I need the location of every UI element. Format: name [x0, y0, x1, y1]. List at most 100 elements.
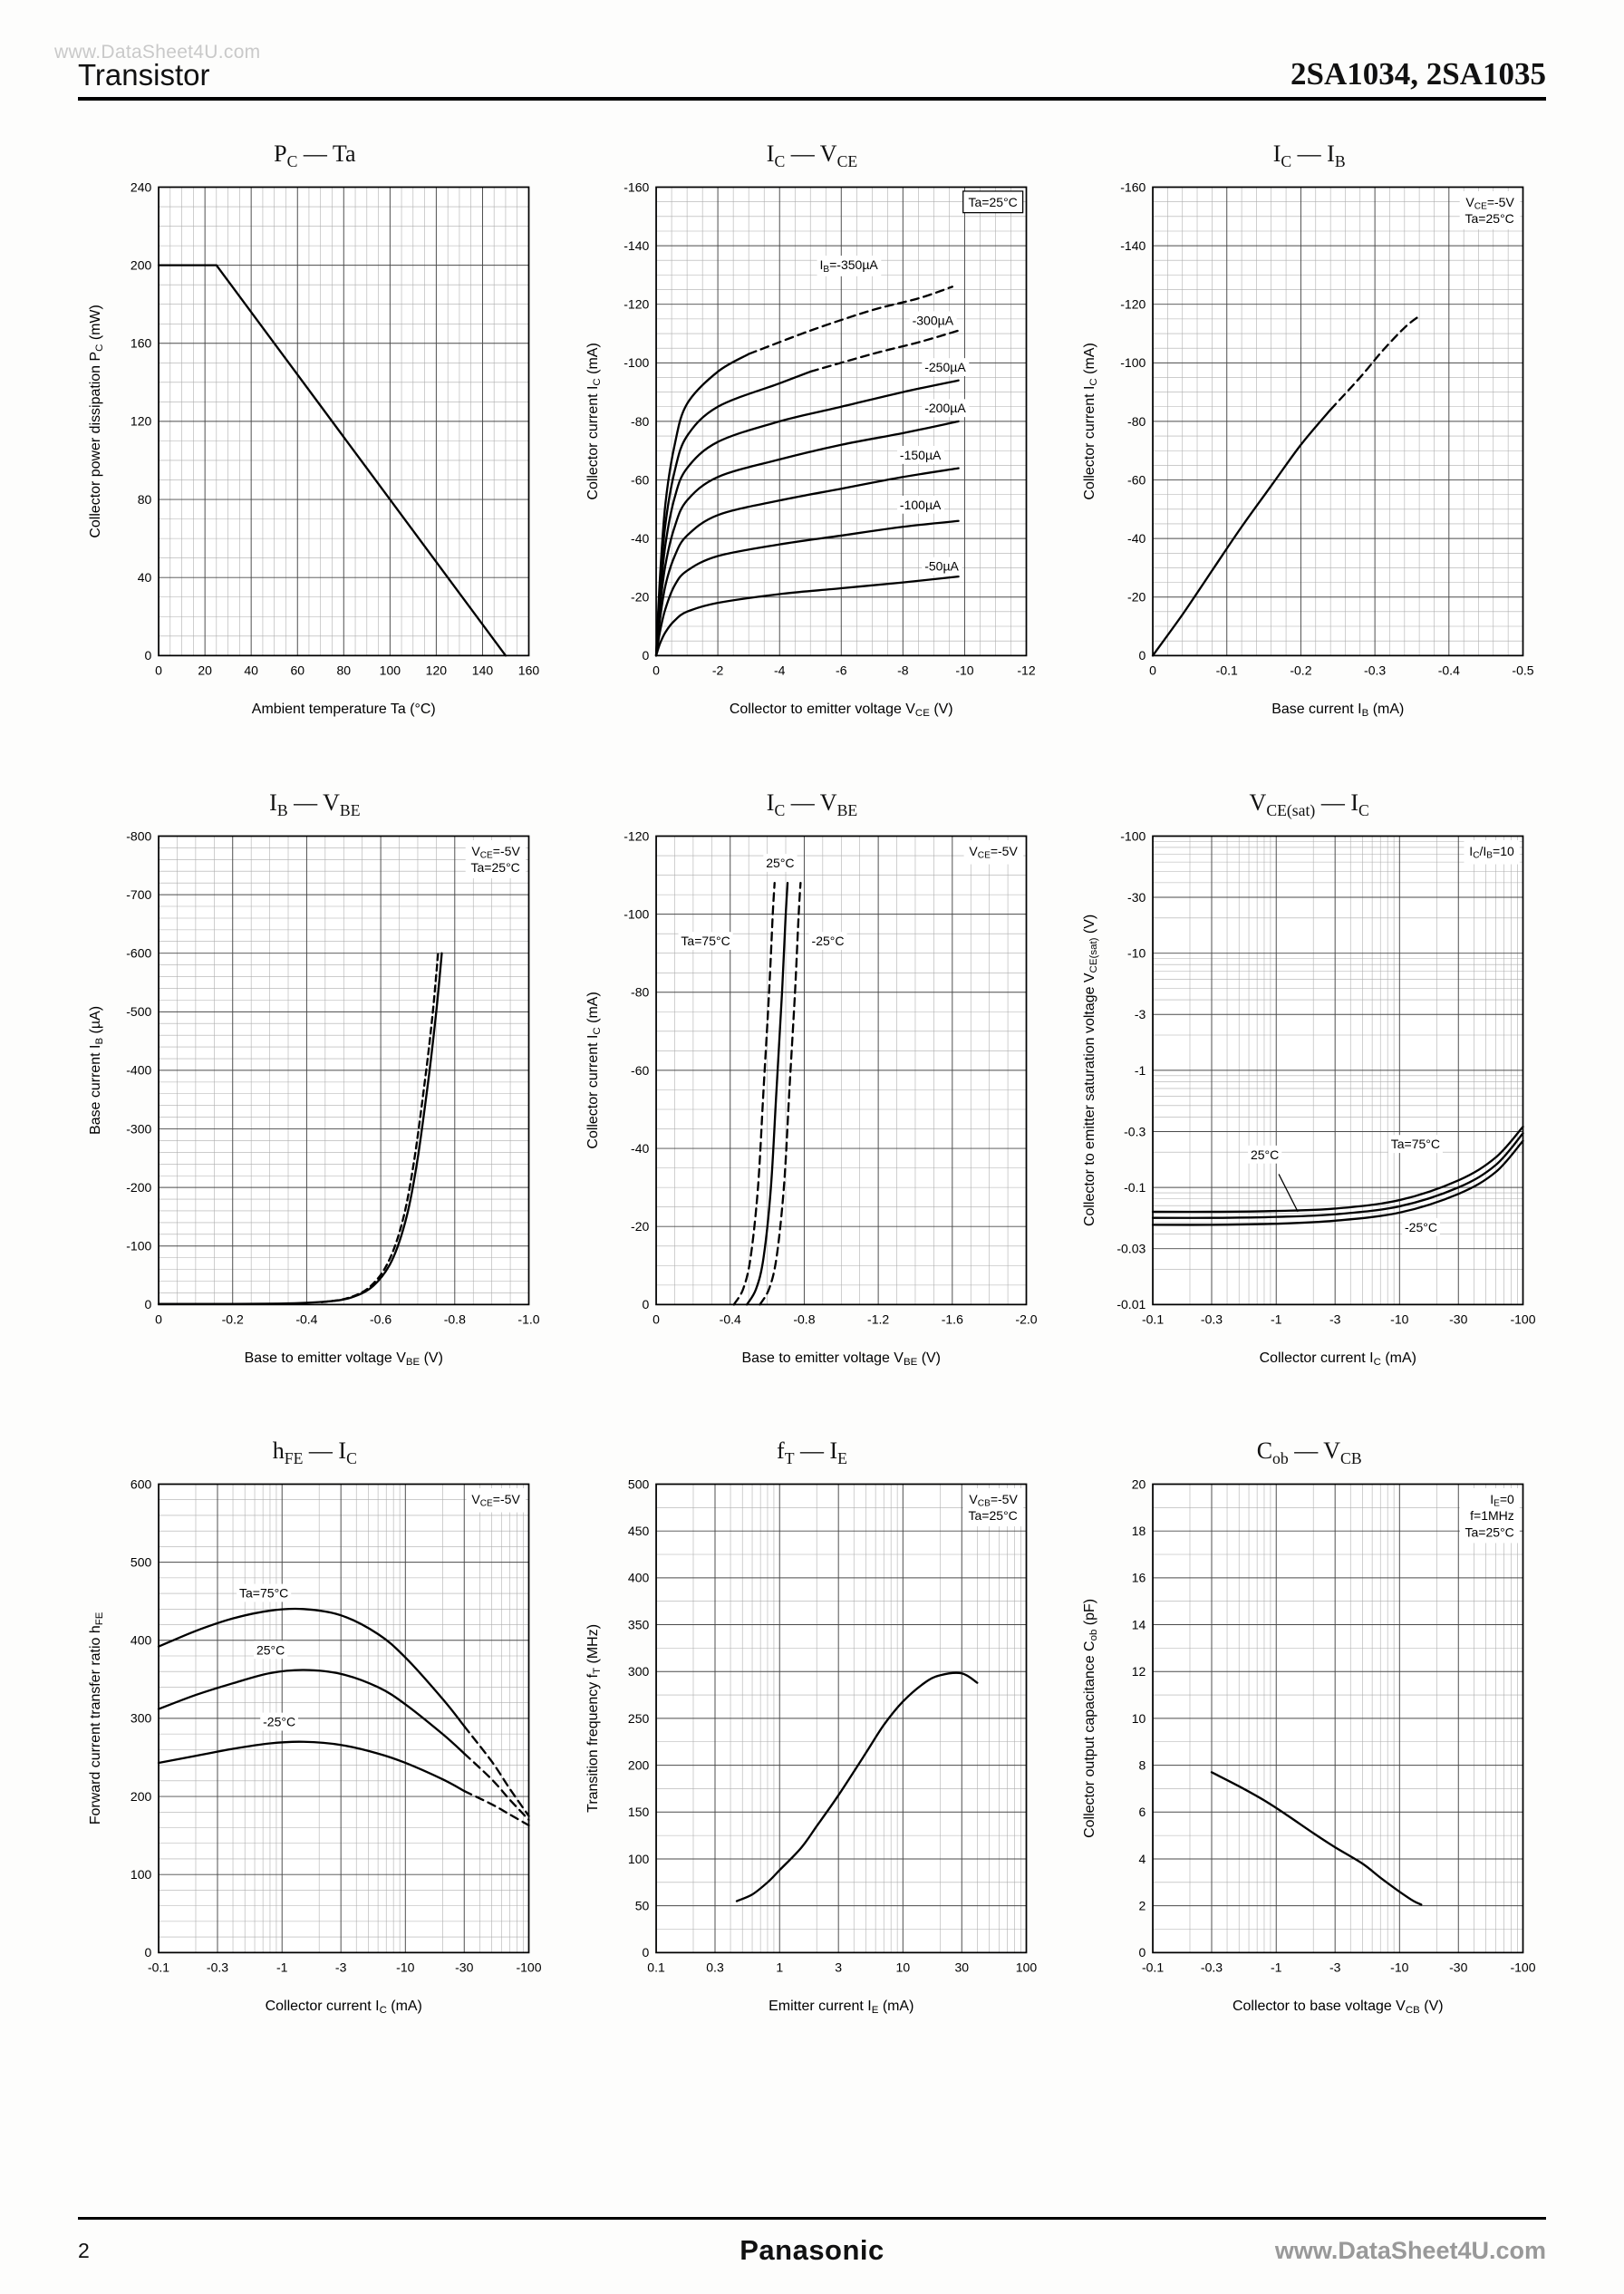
- svg-text:400: 400: [628, 1571, 650, 1585]
- svg-text:10: 10: [895, 1960, 910, 1975]
- svg-text:60: 60: [290, 663, 304, 678]
- svg-text:0: 0: [642, 1297, 649, 1312]
- condition-annotation: Ta=25°C: [962, 190, 1023, 214]
- svg-text:6: 6: [1139, 1805, 1146, 1820]
- svg-text:50: 50: [634, 1899, 649, 1913]
- svg-text:-100: -100: [1121, 355, 1146, 370]
- svg-text:Ta=25°C: Ta=25°C: [1465, 211, 1514, 226]
- svg-text:-30: -30: [455, 1960, 473, 1975]
- svg-text:-30: -30: [1449, 1960, 1467, 1975]
- svg-text:f=1MHz: f=1MHz: [1470, 1509, 1514, 1524]
- svg-text:Collector output capacitance: Collector output capacitance Cob (pF): [1083, 1599, 1100, 1838]
- curve-label: Ta=75°C: [239, 1586, 288, 1601]
- curve-label: 25°C: [766, 856, 794, 870]
- chart-title: IB — VBE: [269, 789, 361, 819]
- watermark-top: www.DataSheet4U.com: [54, 42, 261, 63]
- svg-text:-60: -60: [631, 473, 649, 488]
- svg-text:Collector to emitter saturatio: Collector to emitter saturation voltage …: [1083, 915, 1100, 1226]
- chart-title: IC — VBE: [766, 789, 858, 819]
- svg-text:-100: -100: [1511, 1960, 1536, 1975]
- footer-rule: [78, 2217, 1546, 2220]
- chart-title: PC — Ta: [274, 140, 356, 171]
- series--25c: [758, 881, 802, 1306]
- svg-text:Collector power dissipation P: Collector power dissipation PC (mW): [88, 305, 105, 537]
- svg-text:-20: -20: [631, 590, 649, 605]
- svg-text:100: 100: [130, 1867, 152, 1882]
- svg-text:-120: -120: [624, 297, 649, 312]
- svg-text:-0.4: -0.4: [1438, 663, 1460, 678]
- svg-text:0: 0: [652, 1312, 660, 1326]
- svg-text:-200: -200: [126, 1180, 151, 1195]
- svg-text:0.1: 0.1: [647, 1960, 665, 1975]
- svg-text:300: 300: [130, 1711, 152, 1726]
- curve-label: -150µA: [900, 448, 942, 462]
- svg-text:Ambient temperature Ta (°C): Ambient temperature Ta (°C): [252, 702, 436, 717]
- svg-text:Collector current IC (mA): Collector current IC (mA): [1260, 1350, 1416, 1368]
- svg-text:240: 240: [130, 180, 152, 195]
- page-content: www.DataSheet4U.com Transistor 2SA1034, …: [54, 42, 1546, 2032]
- svg-text:0: 0: [145, 1297, 152, 1312]
- svg-text:-600: -600: [126, 945, 151, 960]
- page-number: 2: [78, 2238, 90, 2262]
- svg-text:-1.0: -1.0: [517, 1312, 539, 1326]
- svg-text:-0.1: -0.1: [1216, 663, 1238, 678]
- svg-text:120: 120: [426, 663, 448, 678]
- svg-text:-1.6: -1.6: [941, 1312, 962, 1326]
- svg-text:-80: -80: [1127, 414, 1146, 429]
- curve-label: IB=-350µA: [819, 257, 878, 275]
- svg-text:-0.4: -0.4: [295, 1312, 317, 1326]
- condition-annotation: VCE=-5V: [466, 1488, 527, 1514]
- curve-label: Ta=75°C: [681, 934, 730, 948]
- svg-text:-0.3: -0.3: [1201, 1312, 1223, 1326]
- charts-grid: PC — Ta 0 20 40 60 80 100 120 140 160 0 40 80 120 160…: [78, 140, 1546, 2032]
- svg-text:-100: -100: [126, 1238, 151, 1253]
- svg-text:Collector current IC (mA): Collector current IC (mA): [585, 992, 603, 1148]
- svg-text:4: 4: [1139, 1852, 1146, 1866]
- svg-text:-500: -500: [126, 1004, 151, 1019]
- chart-canvas: 0 -2 -4 -6 -8 -10 -12 0 -20 -40 -60 -80 -100 -120 -140…: [575, 173, 1049, 734]
- svg-text:-3: -3: [335, 1960, 347, 1975]
- svg-text:-80: -80: [631, 984, 649, 999]
- svg-text:Ta=25°C: Ta=25°C: [968, 1509, 1017, 1524]
- series-ta-75c: [1152, 1125, 1524, 1214]
- svg-text:-0.8: -0.8: [793, 1312, 815, 1326]
- svg-text:-800: -800: [126, 828, 151, 843]
- chart-title: IC — IB: [1272, 140, 1346, 171]
- chart-canvas: 0.1 0.3 1 3 10 30 100 0 50 100 150 200 250 300 350 400 4…: [575, 1470, 1049, 2031]
- chart-ic-vce: IC — VCE 0 -2 -4 -6 -8 -10 -12 0 -20 -40 -60 -80 -10…: [575, 140, 1049, 735]
- chart-svg-pc-ta: 0 20 40 60 80 100 120 140 160 0 40 80 120 160 200 240 Am…: [88, 180, 539, 718]
- svg-text:0: 0: [652, 663, 660, 678]
- series-ft: [735, 1672, 979, 1903]
- svg-text:-0.8: -0.8: [444, 1312, 466, 1326]
- svg-text:0: 0: [145, 1946, 152, 1960]
- series-ib--100ua: [654, 519, 960, 657]
- curve-label: 25°C: [1251, 1147, 1279, 1162]
- svg-text:-0.1: -0.1: [1142, 1312, 1164, 1326]
- brand-logo: Panasonic: [740, 2234, 884, 2266]
- curve-label: Ta=75°C: [1391, 1137, 1440, 1151]
- svg-text:-10: -10: [955, 663, 973, 678]
- svg-text:-1: -1: [1271, 1960, 1282, 1975]
- svg-text:30: 30: [954, 1960, 969, 1975]
- svg-text:200: 200: [130, 1789, 152, 1804]
- svg-text:-1.2: -1.2: [867, 1312, 889, 1326]
- svg-text:-12: -12: [1017, 663, 1035, 678]
- doc-category-title: Transistor: [78, 58, 210, 92]
- svg-text:-160: -160: [1121, 180, 1146, 195]
- series-diode-solid: [157, 952, 443, 1305]
- svg-text:-0.3: -0.3: [207, 1960, 228, 1975]
- series--25c-dashed: [463, 1790, 530, 1827]
- svg-text:3: 3: [835, 1960, 842, 1975]
- svg-text:-0.01: -0.01: [1117, 1297, 1146, 1312]
- svg-text:-0.1: -0.1: [1142, 1960, 1164, 1975]
- curve-label: -100µA: [900, 498, 942, 512]
- svg-text:Collector current IC (mA): Collector current IC (mA): [1083, 343, 1100, 499]
- svg-text:-400: -400: [126, 1063, 151, 1078]
- svg-text:Ta=25°C: Ta=25°C: [968, 195, 1017, 209]
- curve-label: -300µA: [912, 314, 953, 328]
- series-ib--200ua: [654, 420, 960, 657]
- svg-text:-40: -40: [1127, 531, 1146, 546]
- svg-text:IE=0: IE=0: [1491, 1492, 1515, 1509]
- svg-text:-0.3: -0.3: [1364, 663, 1386, 678]
